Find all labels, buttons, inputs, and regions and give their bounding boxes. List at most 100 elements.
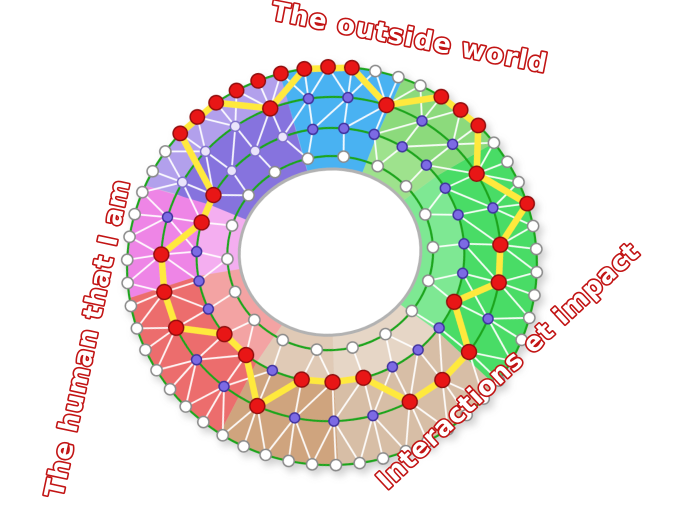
outer-node[interactable] — [492, 374, 506, 387]
ring-node-purple[interactable] — [338, 122, 350, 135]
score-node-red[interactable] — [378, 96, 395, 114]
inner-node[interactable] — [399, 179, 413, 193]
ring-node-purple[interactable] — [161, 211, 174, 223]
outer-node[interactable] — [136, 185, 149, 199]
ring-node-purple[interactable] — [412, 344, 424, 356]
outer-node[interactable] — [477, 392, 491, 405]
score-node-red[interactable] — [262, 100, 279, 117]
ring-node-purple[interactable] — [288, 412, 301, 424]
inner-node[interactable] — [301, 152, 315, 166]
score-node-red[interactable] — [172, 125, 189, 142]
score-node-red[interactable] — [470, 117, 487, 134]
ring-node-purple[interactable] — [342, 91, 354, 104]
score-node-red[interactable] — [343, 59, 360, 76]
outer-node[interactable] — [504, 354, 518, 368]
ring-node-purple[interactable] — [328, 415, 340, 427]
inner-node[interactable] — [426, 240, 440, 254]
ring-node-light[interactable] — [199, 145, 212, 158]
score-node-red[interactable] — [193, 214, 210, 231]
outer-node[interactable] — [392, 70, 405, 84]
score-node-red[interactable] — [434, 371, 451, 389]
inner-node[interactable] — [418, 208, 432, 221]
score-node-red[interactable] — [468, 165, 485, 183]
outer-node[interactable] — [282, 454, 295, 468]
score-node-red[interactable] — [324, 373, 341, 391]
score-node-red[interactable] — [237, 346, 255, 364]
inner-node[interactable] — [276, 333, 290, 347]
outer-node[interactable] — [421, 435, 434, 448]
inner-node[interactable] — [337, 150, 350, 163]
outer-node[interactable] — [528, 288, 541, 302]
ring-node-light[interactable] — [229, 120, 242, 133]
ring-node-light[interactable] — [225, 164, 238, 177]
outer-node[interactable] — [487, 136, 501, 150]
outer-node[interactable] — [515, 333, 528, 347]
ring-node-light[interactable] — [276, 131, 289, 143]
score-node-red[interactable] — [433, 88, 450, 105]
score-node-red[interactable] — [445, 293, 463, 311]
ring-node-purple[interactable] — [367, 409, 379, 422]
outer-node[interactable] — [158, 145, 172, 158]
ring-node-purple[interactable] — [439, 182, 452, 194]
outer-node[interactable] — [197, 415, 210, 429]
ring-node-purple[interactable] — [190, 354, 203, 366]
inner-node[interactable] — [421, 274, 435, 288]
inner-node[interactable] — [221, 252, 234, 266]
outer-node[interactable] — [237, 440, 250, 453]
outer-node[interactable] — [353, 456, 367, 470]
score-node-red[interactable] — [216, 325, 233, 343]
ring-node-purple[interactable] — [193, 275, 205, 287]
sector-pink-outer-band[interactable] — [114, 177, 220, 298]
ring-node-purple[interactable] — [482, 313, 494, 325]
score-node-red[interactable] — [250, 72, 267, 89]
score-node-red[interactable] — [355, 369, 372, 387]
outer-node[interactable] — [414, 79, 427, 92]
ring-node-purple[interactable] — [433, 322, 445, 334]
inner-node[interactable] — [248, 313, 261, 327]
ring-node-purple[interactable] — [416, 115, 428, 127]
inner-node[interactable] — [346, 341, 359, 354]
score-node-red[interactable] — [293, 371, 310, 388]
ring-node-light[interactable] — [249, 145, 261, 157]
outer-node[interactable] — [529, 242, 543, 256]
outer-node[interactable] — [121, 276, 135, 290]
outer-node[interactable] — [179, 400, 193, 413]
inner-node[interactable] — [225, 219, 239, 232]
score-node-red[interactable] — [167, 319, 185, 337]
outer-node[interactable] — [120, 253, 134, 267]
score-node-red[interactable] — [492, 236, 509, 254]
score-node-red[interactable] — [296, 60, 313, 77]
ring-node-purple[interactable] — [458, 238, 470, 250]
outer-node[interactable] — [369, 64, 382, 78]
score-node-red[interactable] — [208, 94, 225, 111]
score-node-red[interactable] — [249, 397, 266, 415]
ring-node-light[interactable] — [176, 176, 189, 189]
inner-node[interactable] — [379, 327, 392, 341]
score-node-red[interactable] — [153, 246, 170, 263]
outer-node[interactable] — [216, 428, 230, 442]
outer-node[interactable] — [530, 265, 544, 279]
inner-node[interactable] — [371, 159, 385, 173]
ring-node-purple[interactable] — [307, 123, 319, 136]
score-node-red[interactable] — [460, 343, 478, 361]
outer-node[interactable] — [329, 458, 343, 472]
outer-node[interactable] — [522, 311, 536, 325]
ring-node-purple[interactable] — [420, 159, 433, 171]
score-node-red[interactable] — [156, 283, 173, 301]
outer-node[interactable] — [128, 207, 142, 221]
outer-node[interactable] — [123, 230, 136, 244]
ring-node-purple[interactable] — [446, 138, 459, 151]
outer-node[interactable] — [501, 155, 514, 169]
score-node-red[interactable] — [519, 195, 536, 212]
outer-node[interactable] — [305, 457, 319, 471]
inner-node[interactable] — [268, 165, 282, 179]
outer-node[interactable] — [130, 322, 144, 335]
outer-node[interactable] — [512, 175, 525, 189]
ring-node-purple[interactable] — [396, 141, 408, 153]
ring-node-purple[interactable] — [368, 128, 380, 141]
inner-node[interactable] — [242, 188, 255, 202]
outer-node[interactable] — [259, 448, 272, 462]
score-node-red[interactable] — [228, 82, 245, 99]
score-node-red[interactable] — [401, 393, 418, 410]
ring-node-purple[interactable] — [302, 92, 315, 105]
